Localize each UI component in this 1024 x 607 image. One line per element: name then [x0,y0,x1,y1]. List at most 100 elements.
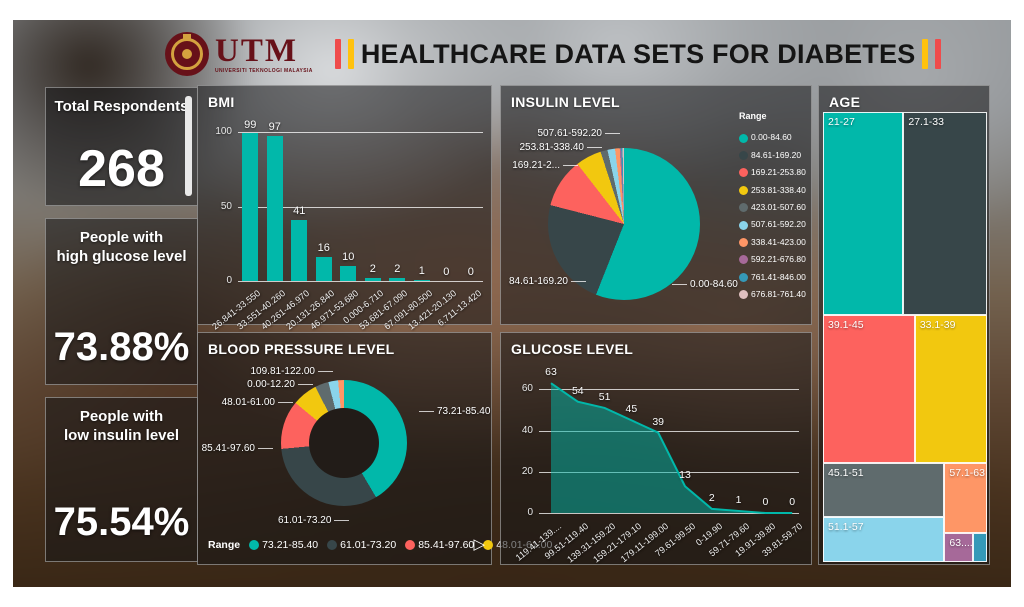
bmi-chart-panel[interactable]: BMI 0 50 100 99 26.841-33.550 97 33.551-40.260… [197,85,492,332]
legend-label: 169.21-253.80 [751,167,806,178]
legend-label: 84.61-169.20 [751,149,802,160]
y-axis-tick: 0 [226,275,232,286]
pie-callout: 253.81-338.40 [503,142,605,153]
bmi-bar[interactable] [340,266,357,281]
treemap-tile[interactable]: 63.... [944,532,974,562]
scrollbar-thumb[interactable] [185,96,192,196]
pie-callout: 73.21-85.40 [416,406,490,417]
tile-label: 39.1-45 [828,318,864,331]
bar-value-label: 1 [418,264,425,277]
blood-pressure-donut[interactable] [281,380,407,506]
legend-item[interactable]: 338.41-423.00 [739,234,811,251]
legend-item[interactable]: 423.01-507.60 [739,199,811,216]
insulin-pie[interactable] [548,148,700,300]
legend-item[interactable]: 761.41-846.00 [739,269,811,286]
title-row: HEALTHCARE DATA SETS FOR DIABETES [334,39,942,70]
gridline [238,206,483,208]
chart-title: GLUCOSE LEVEL [511,341,634,357]
bar-value-label: 0 [443,266,450,278]
insulin-legend: Range 0.00-84.60 84.61-169.20 169.21-253.8… [739,108,811,303]
legend-label: 676.81-761.40 [751,289,806,300]
bar-value-label: 2 [369,263,376,276]
legend-label: 507.61-592.20 [751,219,806,230]
accent-bar-red [935,39,942,69]
tile-label: 51.1-57 [828,521,864,533]
y-axis-tick: 60 [521,383,533,395]
legend-item[interactable]: 676.81-761.40 [739,286,811,303]
gridline [238,132,483,133]
legend-item[interactable]: 507.61-592.20 [739,216,811,233]
legend-swatch [739,255,748,265]
treemap-tile[interactable]: 39.1-45 [823,314,915,463]
accent-bar-red [334,39,341,69]
kpi-total-respondents[interactable]: Total Respondents 268 [45,87,198,206]
legend-item[interactable]: 169.21-253.80 [739,164,811,181]
treemap-tile[interactable]: 27.1-33 [903,112,987,315]
legend-label: 592.21-676.80 [751,254,806,265]
legend-item[interactable]: 84.61-169.20 [739,147,811,164]
legend-item[interactable]: 61.01-73.20 [327,539,396,551]
tile-label: 27.1-33 [908,116,944,128]
bar-value-label: 10 [342,251,355,264]
kpi-high-glucose[interactable]: People with high glucose level 73.88% [45,218,198,385]
chart-title: BMI [208,94,235,110]
blood-pressure-chart-panel[interactable]: BLOOD PRESSURE LEVEL 109.81-122.00 0.00-… [197,332,552,565]
header: UTM UNIVERSITI TEKNOLOGI MALAYSIA HEALTH… [165,28,942,80]
kpi-label: Total Respondents [54,98,189,115]
point-value-label: 13 [679,469,691,482]
legend-swatch [739,151,748,161]
pie-callout: 84.61-169.20 [509,276,589,287]
legend-item[interactable]: 85.41-97.60 [405,539,474,551]
y-axis-tick: 100 [215,126,232,137]
bmi-bar[interactable] [389,278,406,281]
point-value-label: 2 [708,491,715,504]
glucose-chart-panel[interactable]: GLUCOSE LEVEL 0 20 40 60 63 119.41-139.... 54 9… [500,332,812,565]
treemap-tile[interactable]: 33.1-39 [914,314,987,463]
legend-label: 73.21-85.40 [262,539,319,551]
treemap-tile[interactable]: 45.1-51 [823,463,945,517]
bmi-bar[interactable] [315,257,332,281]
gridline [238,281,483,282]
kpi-label: People with low insulin level [63,408,180,444]
glucose-area-series[interactable] [539,377,799,514]
treemap-tile[interactable] [973,532,987,562]
pie-callout: 507.61-592.20 [511,128,623,139]
legend-item[interactable]: 0.00-84.60 [739,129,811,146]
legend-item[interactable]: 253.81-338.40 [739,182,811,199]
legend-swatch [739,133,748,143]
bmi-bar[interactable] [266,136,283,281]
legend-swatch [739,185,748,195]
pie-callout: 109.81-122.00 [238,366,336,377]
pie-callout: 169.21-2... [503,160,581,171]
chart-title: AGE [829,94,861,110]
point-value-label: 51 [598,390,611,403]
legend-title: Range [739,111,767,121]
kpi-value: 268 [78,140,165,198]
point-value-label: 39 [652,415,665,428]
legend-label: 253.81-338.40 [751,184,806,195]
legend-swatch [739,272,748,282]
kpi-value: 73.88% [53,325,190,369]
glucose-plot: 0 20 40 60 63 119.41-139.... 54 99.51-119.40 51 1… [514,366,805,564]
bmi-bar[interactable] [413,279,430,281]
bmi-bar[interactable] [291,219,308,281]
bmi-bar[interactable] [242,133,259,281]
kpi-label: People with high glucose level [56,229,187,265]
legend-item[interactable]: 592.21-676.80 [739,251,811,268]
bmi-bar[interactable] [364,278,381,281]
kpi-low-insulin[interactable]: People with low insulin level 75.54% [45,397,198,562]
age-treemap: 21-27 27.1-33 39.1-45 33.1-39 45.1-51 57.1-63… [823,112,987,562]
legend-scroll-arrow[interactable]: ▷ [473,536,485,553]
treemap-tile[interactable]: 57.1-63 [944,463,987,533]
insulin-chart-panel[interactable]: INSULIN LEVEL 507.61-592.20 253.81-338.4… [500,85,812,325]
age-chart-panel[interactable]: AGE 21-27 27.1-33 39.1-45 33.1-39 45.1-51 57.… [818,85,990,565]
treemap-tile[interactable]: 51.1-57 [823,517,945,562]
kpi-value: 75.54% [53,500,190,544]
logo-text: UTM UNIVERSITI TEKNOLOGI MALAYSIA [215,34,313,74]
treemap-tile[interactable]: 21-27 [823,112,904,315]
legend-swatch [483,540,494,550]
bar-value-label: 2 [394,263,401,276]
legend-item[interactable]: 73.21-85.40 [249,539,318,551]
legend-swatch [405,540,416,550]
bar-value-label: 97 [268,121,281,134]
